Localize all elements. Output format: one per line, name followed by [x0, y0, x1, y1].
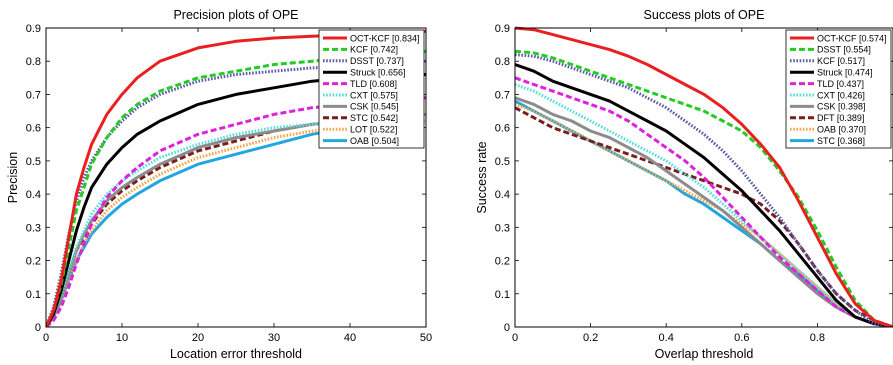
y-tick-label: 0.1	[26, 289, 41, 301]
x-axis-label: Location error threshold	[170, 347, 302, 361]
y-tick-label: 0.2	[26, 256, 41, 268]
legend: OCT-KCF [0.834] KCF [0.742]DSST [0.737] St…	[318, 29, 425, 149]
series-line-2	[46, 49, 426, 327]
legend: OCT-KCF [0.574] DSST [0.554]KCF [0.517] St…	[785, 29, 892, 149]
y-axis-label: Success rate	[475, 141, 489, 213]
x-tick-label: 40	[344, 332, 356, 344]
x-tick-label: 50	[420, 332, 432, 344]
legend-label: CXT [0.575]	[350, 90, 398, 100]
x-axis-label: Overlap threshold	[655, 347, 754, 361]
series-lines	[46, 29, 426, 327]
chart-title: Success plots of OPE	[644, 8, 765, 22]
y-tick-label: 0.6	[495, 123, 510, 135]
legend-label: OCT-KCF [0.574]	[817, 33, 887, 43]
legend-label: STC [0.368]	[817, 136, 865, 146]
x-tick-label: 0.8	[810, 332, 825, 344]
y-tick-label: 0.4	[26, 189, 41, 201]
series-line-7	[515, 96, 893, 327]
series-line-9	[515, 102, 893, 327]
y-tick-label: 0.3	[495, 222, 510, 234]
y-tick-label: 0.1	[495, 289, 510, 301]
x-tick-label: 0.2	[583, 332, 598, 344]
legend-label: KCF [0.742]	[350, 45, 398, 55]
y-tick-label: 0.9	[495, 23, 510, 35]
y-tick-label: 0.9	[26, 23, 41, 35]
legend-label: CSK [0.398]	[817, 102, 866, 112]
series-line-1	[46, 29, 426, 327]
plot-frame	[45, 27, 427, 328]
y-tick-label: 0.5	[26, 156, 41, 168]
chart-1: Precision plots of OPE Location error thr…	[6, 8, 432, 361]
x-tick-label: 0	[43, 332, 49, 344]
legend-label: DFT [0.389]	[817, 113, 864, 123]
legend-label: TLD [0.608]	[350, 79, 397, 89]
y-tick-label: 0.6	[26, 123, 41, 135]
y-tick-label: 0.7	[495, 89, 510, 101]
series-line-5	[515, 76, 893, 327]
x-tick-label: 10	[116, 332, 128, 344]
legend-label: Struck [0.474]	[817, 68, 873, 78]
legend-label: TLD [0.437]	[817, 79, 864, 89]
series-line-8	[515, 106, 893, 327]
y-tick-label: 0	[35, 322, 41, 334]
legend-label: STC [0.542]	[350, 113, 398, 123]
x-tick-label: 0.6	[734, 332, 749, 344]
legend-label: DSST [0.554]	[817, 45, 871, 55]
legend-label: KCF [0.517]	[817, 56, 865, 66]
legend-label: Struck [0.656]	[350, 68, 406, 78]
legend-label: CXT [0.426]	[817, 90, 865, 100]
y-tick-label: 0.7	[26, 89, 41, 101]
series-line-9	[46, 119, 426, 327]
chart-2: Success plots of OPE Overlap threshold Suc…	[475, 8, 893, 361]
series-line-2	[515, 49, 893, 327]
x-tick-label: 20	[192, 332, 204, 344]
legend-label: DSST [0.737]	[350, 56, 404, 66]
legend-label: OAB [0.370]	[817, 125, 866, 135]
chart-title: Precision plots of OPE	[173, 8, 298, 22]
series-lines	[515, 26, 893, 327]
x-tick-label: 30	[268, 332, 280, 344]
legend-label: OAB [0.504]	[350, 136, 399, 146]
series-line-5	[46, 96, 426, 327]
y-axis-label: Precision	[6, 152, 20, 203]
series-line-4	[46, 73, 426, 327]
y-tick-label: 0.8	[495, 56, 510, 68]
y-tick-label: 0.5	[495, 156, 510, 168]
y-tick-label: 0.8	[26, 56, 41, 68]
x-tick-label: 0.4	[659, 332, 674, 344]
series-line-1	[515, 26, 893, 327]
y-tick-label: 0	[504, 322, 510, 334]
legend-label: CSK [0.545]	[350, 102, 399, 112]
y-tick-label: 0.3	[26, 222, 41, 234]
y-tick-label: 0.4	[495, 189, 510, 201]
series-line-3	[515, 53, 893, 327]
series-line-4	[515, 63, 893, 327]
plot-frame	[514, 27, 893, 328]
series-line-6	[515, 83, 893, 327]
y-tick-label: 0.2	[495, 256, 510, 268]
legend-label: OCT-KCF [0.834]	[350, 33, 420, 43]
x-tick-label: 0	[512, 332, 518, 344]
legend-label: LOT [0.522]	[350, 125, 397, 135]
